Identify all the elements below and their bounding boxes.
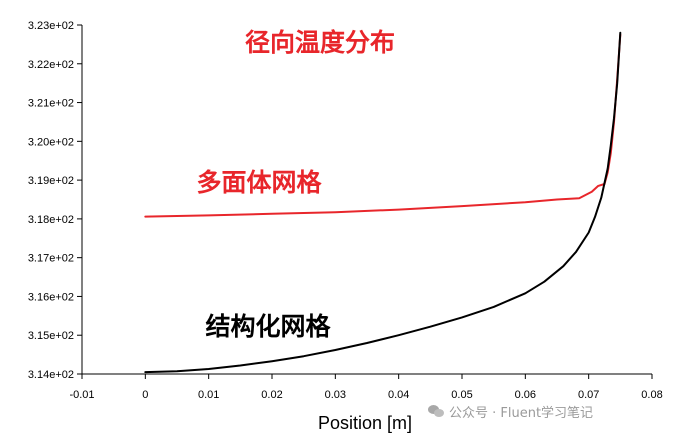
x-tick-label: -0.01 [69,389,94,401]
annotation-title: 径向温度分布 [245,28,395,57]
y-tick-label: 3.20e+02 [28,136,74,148]
x-tick-label: 0.07 [578,389,599,401]
y-ticks: 3.14e+02 3.15e+02 3.16e+02 3.17e+02 3.18e+02… [28,20,82,381]
x-tick-label: 0.04 [388,389,409,401]
y-tick-label: 3.17e+02 [28,253,74,265]
x-tick-label: 0.02 [261,389,282,401]
y-tick-label: 3.16e+02 [28,291,74,303]
axes [81,25,652,375]
x-tick-label: 0.06 [515,389,536,401]
watermark: 公众号 · Fluent学习笔记 [428,400,593,422]
x-tick-label: 0.03 [325,389,346,401]
x-tick-label: 0.05 [451,389,472,401]
annotation-polyhedral-mesh: 多面体网格 [196,168,322,197]
y-tick-label: 3.22e+02 [28,59,74,71]
x-ticks: -0.01 0 0.01 0.02 0.03 0.04 0.05 0.06 0.07 0.08 [69,374,663,401]
y-tick-label: 3.14e+02 [28,369,74,381]
x-tick-label: 0.08 [641,389,662,401]
y-tick-label: 3.18e+02 [28,214,74,226]
x-tick-label: 0 [142,389,148,401]
annotation-structured-mesh: 结构化网格 [205,312,331,341]
wechat-icon [428,404,444,418]
y-tick-label: 3.19e+02 [28,175,74,187]
series-group [144,31,622,374]
y-tick-label: 3.21e+02 [28,98,74,110]
watermark-text: 公众号 · Fluent学习笔记 [449,405,594,421]
series-line-structured [144,31,622,374]
x-axis-label: Position [m] [318,413,412,433]
y-tick-label: 3.23e+02 [28,20,74,32]
x-tick-label: 0.01 [198,389,219,401]
y-tick-label: 3.15e+02 [28,330,74,342]
